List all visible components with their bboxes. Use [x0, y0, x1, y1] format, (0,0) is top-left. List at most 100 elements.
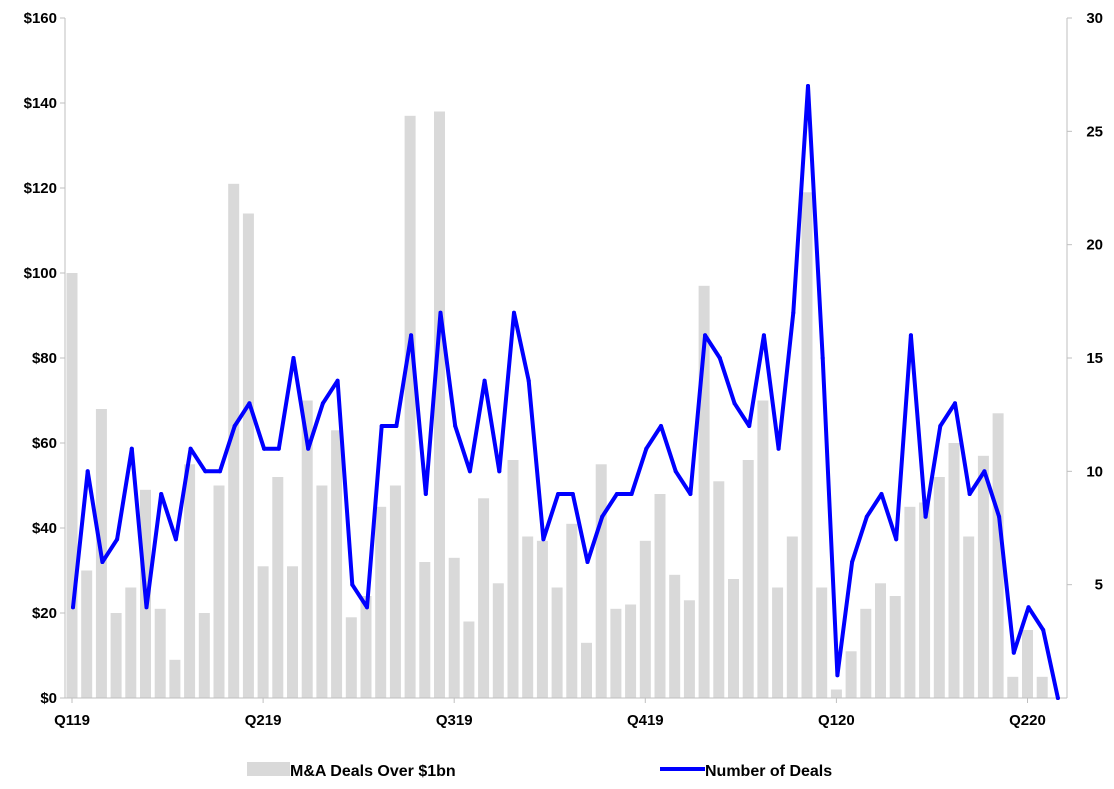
right-axis-ticks: 5 10 15 20 25 30: [1067, 10, 1103, 594]
bar-35: [581, 642, 592, 699]
line-point-66: [1041, 628, 1046, 632]
bar-4: [125, 587, 137, 698]
bar-51: [816, 587, 828, 698]
line-point-28: [482, 378, 487, 383]
legend-label-bar: M&A Deals Over $1bn: [290, 763, 456, 780]
line-point-26: [453, 424, 458, 428]
line-point-64: [1011, 650, 1016, 655]
bar-31: [522, 536, 534, 698]
bar-32: [536, 540, 548, 699]
x-tick-label-4: Q120: [818, 712, 855, 729]
line-point-32: [541, 537, 546, 542]
line-point-23: [409, 333, 414, 338]
line-point-51: [820, 356, 825, 360]
line-point-27: [467, 469, 472, 474]
line-point-42: [688, 492, 693, 496]
bar-44: [713, 481, 725, 699]
line-point-65: [1026, 605, 1031, 610]
line-point-39: [644, 446, 649, 451]
line-point-49: [791, 310, 796, 315]
bar-30: [507, 460, 519, 698]
series-line-number-of-deals: [71, 84, 1060, 700]
bar-37: [610, 608, 622, 699]
line-point-22: [394, 424, 399, 428]
bar-1: [81, 570, 93, 698]
line-point-20: [365, 605, 369, 610]
bar-6: [154, 608, 166, 699]
line-point-54: [864, 514, 869, 519]
line-point-47: [761, 333, 766, 338]
line-point-17: [320, 401, 325, 406]
line-point-55: [879, 492, 884, 496]
line-point-24: [423, 492, 428, 496]
line-point-5: [144, 605, 149, 610]
bar-25: [434, 111, 445, 698]
bar-64: [1007, 676, 1019, 699]
bar-7: [169, 659, 181, 699]
line-point-41: [673, 469, 678, 474]
x-tick-label-2: Q319: [436, 712, 473, 729]
right-tick-label-0: 5: [1095, 577, 1103, 594]
line-point-31: [526, 378, 531, 383]
bar-38: [625, 604, 637, 698]
bar-14: [272, 477, 284, 698]
left-tick-label-6: $120: [24, 180, 57, 197]
bar-45: [728, 579, 739, 698]
bar-15: [287, 566, 298, 699]
left-axis-ticks: $0 $20 $40 $60 $80 $100 $120 $140 $160: [24, 10, 65, 707]
right-tick-label-5: 30: [1086, 10, 1103, 27]
line-point-6: [159, 492, 164, 496]
line-point-40: [659, 424, 663, 428]
line-point-10: [218, 469, 222, 474]
line-point-4: [129, 446, 134, 451]
bar-28: [478, 498, 490, 699]
x-tick-label-0: Q119: [54, 712, 90, 729]
bar-11: [228, 183, 240, 699]
line-point-7: [173, 537, 178, 542]
line-point-18: [335, 378, 340, 383]
bar-61: [963, 536, 975, 698]
line-point-45: [732, 401, 737, 406]
right-tick-label-1: 10: [1086, 463, 1103, 480]
line-point-67: [1055, 696, 1060, 700]
line-point-36: [600, 514, 605, 519]
line-point-9: [203, 469, 208, 474]
bar-54: [860, 608, 872, 699]
line-point-43: [703, 333, 708, 338]
bar-63: [992, 413, 1004, 699]
x-tick-label-5: Q220: [1009, 712, 1046, 729]
line-point-2: [100, 560, 105, 564]
bar-41: [669, 574, 681, 699]
bar-66: [1036, 676, 1048, 699]
bar-60: [948, 443, 960, 698]
bar-20: [360, 596, 372, 698]
line-point-15: [291, 356, 296, 360]
line-point-62: [982, 469, 987, 474]
line-point-37: [614, 492, 619, 496]
bar-48: [772, 587, 784, 698]
bars-group: [66, 111, 1048, 699]
line-point-11: [232, 424, 237, 428]
line-point-57: [908, 333, 913, 338]
x-tick-label-3: Q419: [627, 712, 664, 729]
bar-39: [639, 540, 651, 699]
bar-49: [786, 536, 798, 698]
line-point-13: [262, 446, 267, 451]
bar-62: [977, 455, 989, 699]
bar-24: [419, 562, 431, 698]
bar-8: [184, 464, 196, 699]
legend-label-line: Number of Deals: [705, 763, 832, 780]
bar-21: [375, 506, 387, 699]
line-point-44: [717, 356, 722, 360]
line-point-33: [556, 492, 561, 496]
bar-29: [492, 583, 504, 699]
line-point-61: [967, 492, 972, 496]
bar-16: [301, 400, 313, 698]
bar-33: [551, 587, 563, 698]
line-point-38: [629, 492, 634, 496]
bar-19: [345, 617, 357, 699]
right-tick-label-2: 15: [1086, 350, 1103, 367]
right-tick-label-3: 20: [1086, 237, 1103, 254]
